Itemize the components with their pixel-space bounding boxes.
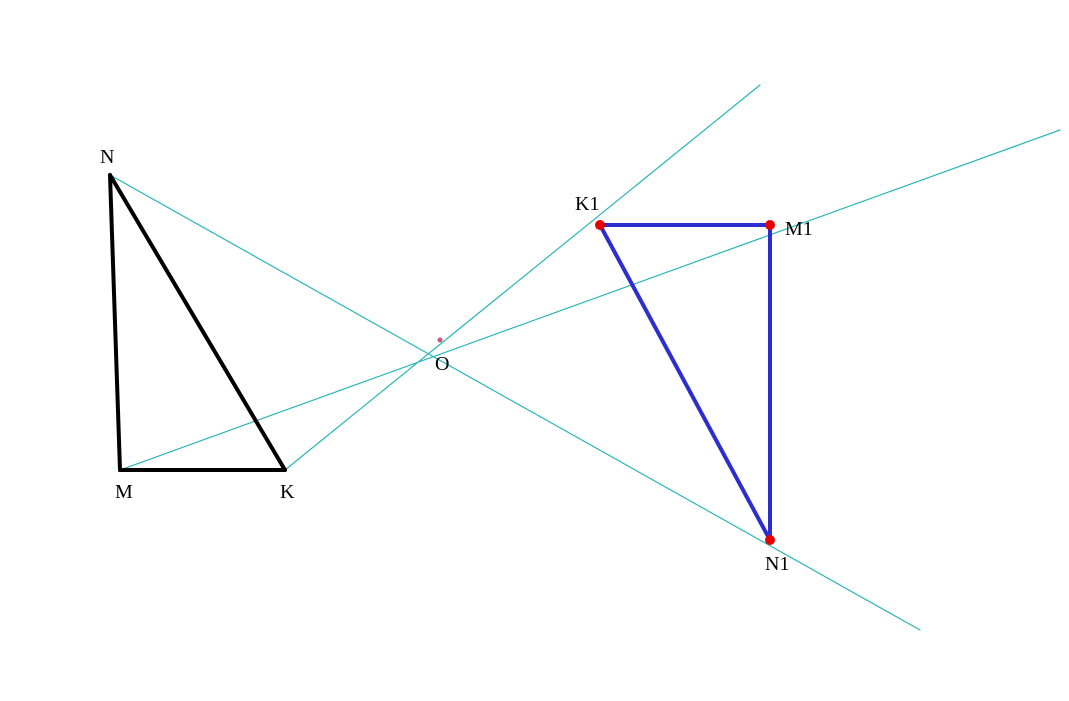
edge-K-N <box>110 175 285 470</box>
label-N1: N1 <box>765 553 789 575</box>
point-N1 <box>765 535 775 545</box>
point-M1 <box>765 220 775 230</box>
label-N: N <box>100 146 114 168</box>
geometry-diagram: N M K O K1 M1 N1 <box>0 0 1069 701</box>
label-M1: M1 <box>785 218 813 240</box>
point-O <box>438 338 443 343</box>
label-K: K <box>280 481 295 503</box>
point-K1 <box>595 220 605 230</box>
label-O: O <box>435 353 449 375</box>
label-M: M <box>115 481 133 503</box>
edge-N-M <box>110 175 120 470</box>
edge-N1-K1 <box>600 225 770 540</box>
ray-N-to-N1 <box>110 175 920 630</box>
ray-K-to-K1 <box>285 85 760 470</box>
ray-M-to-M1 <box>120 130 1060 470</box>
label-K1: K1 <box>575 193 599 215</box>
